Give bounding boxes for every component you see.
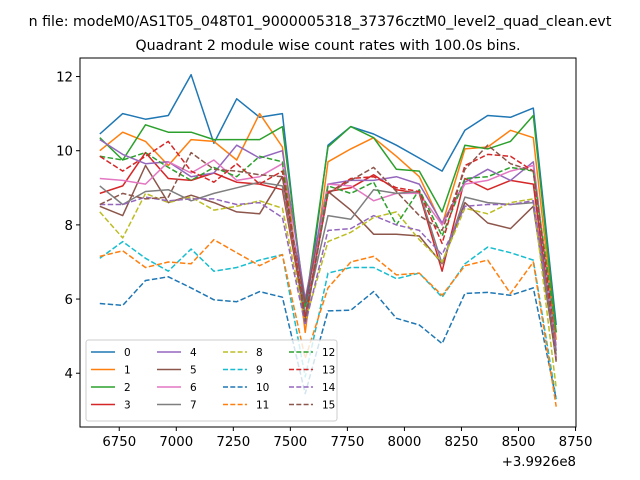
series-line-8 [99,192,557,389]
series-line-13 [99,140,557,348]
legend-label-6: 6 [190,382,197,394]
series-line-11 [99,238,557,407]
series-line-9 [99,240,557,400]
series-line-10 [99,276,557,400]
y-tick-label: 10 [56,145,73,160]
series-line-6 [99,159,557,359]
series-line-12 [99,151,557,333]
legend-label-4: 4 [190,347,197,359]
y-tick-label: 4 [65,367,73,382]
chart-title: Quadrant 2 module wise count rates with … [135,38,520,54]
y-axis: 4 6 8 10 12 [56,71,80,382]
axes-frame [79,57,577,428]
x-tick-label: 8750 [559,435,593,450]
y-tick-label: 6 [65,293,73,308]
series-line-5 [99,164,557,361]
legend-label-2: 2 [124,382,131,394]
series-line-15 [99,144,557,363]
x-tick-label: 7250 [216,435,250,450]
x-tick-label: 8000 [388,435,422,450]
legend-label-3: 3 [124,400,131,412]
x-tick-label: 7750 [330,435,364,450]
legend-label-10: 10 [256,382,269,394]
legend-label-7: 7 [190,400,197,412]
legend-label-9: 9 [256,365,263,377]
legend-label-11: 11 [256,400,269,412]
legend-label-8: 8 [256,347,263,359]
legend-label-1: 1 [124,365,131,377]
legend-box [85,339,338,422]
y-tick-label: 12 [56,71,73,86]
series-line-7 [99,181,557,355]
series-line-14 [99,196,557,348]
x-tick-label: 6750 [102,435,136,450]
series-line-2 [99,114,557,333]
legend-label-14: 14 [322,382,336,394]
legend-label-5: 5 [190,365,197,377]
series-layer [99,73,557,407]
legend-label-0: 0 [124,347,131,359]
legend-label-15: 15 [322,400,335,412]
legend-label-12: 12 [322,347,335,359]
x-axis: 6750 7000 7250 7500 7750 8000 8250 8500 8750 [102,427,592,450]
y-tick-label: 8 [65,219,73,234]
x-tick-label: 7500 [273,435,307,450]
x-tick-label: 8500 [502,435,536,450]
x-tick-label: 8250 [445,435,479,450]
x-tick-label: 7000 [159,435,193,450]
series-line-0 [99,73,557,326]
figure-suptitle: n file: modeM0/AS1T05_048T01_9000005318_… [29,14,612,30]
legend-label-13: 13 [322,365,335,377]
x-axis-offset-label: +3.9926e8 [502,455,576,470]
